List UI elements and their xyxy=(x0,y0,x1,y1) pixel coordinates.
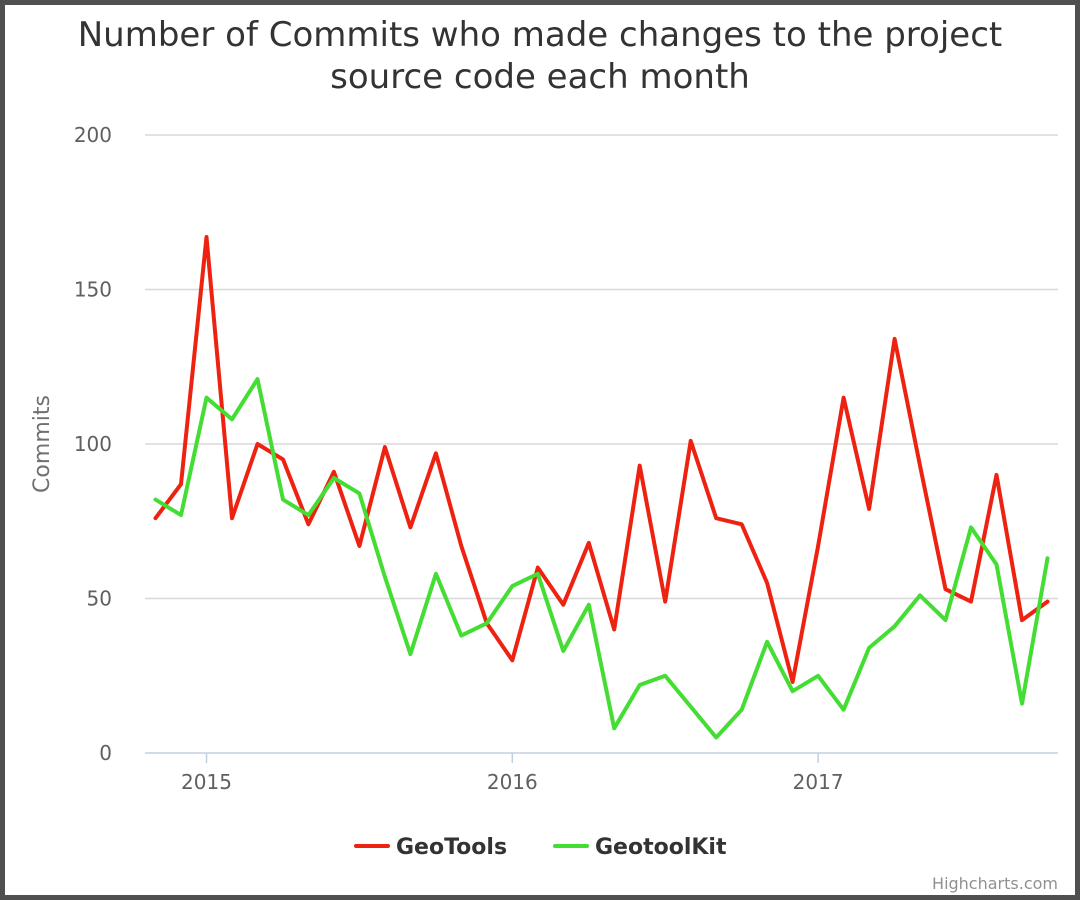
x-tick-label: 2015 xyxy=(181,770,232,794)
data-point[interactable] xyxy=(254,441,260,447)
data-point[interactable] xyxy=(892,336,898,342)
data-point[interactable] xyxy=(509,583,515,589)
data-point[interactable] xyxy=(229,416,235,422)
data-point[interactable] xyxy=(841,395,847,401)
data-point[interactable] xyxy=(331,469,337,475)
chart-title-line-1: Number of Commits who made changes to th… xyxy=(78,15,1002,55)
data-point[interactable] xyxy=(305,521,311,527)
series-line-geotoolkit[interactable] xyxy=(153,377,1050,740)
data-point[interactable] xyxy=(713,735,719,741)
y-tick-label: 50 xyxy=(87,587,112,611)
data-point[interactable] xyxy=(331,475,337,481)
data-point[interactable] xyxy=(764,580,770,586)
data-point[interactable] xyxy=(382,574,388,580)
data-point[interactable] xyxy=(713,515,719,521)
data-point[interactable] xyxy=(943,586,949,592)
x-axis: 2015 2016 2017 xyxy=(145,752,1058,794)
data-point[interactable] xyxy=(178,512,184,518)
data-point[interactable] xyxy=(407,524,413,530)
data-point[interactable] xyxy=(535,565,541,571)
data-point[interactable] xyxy=(637,463,643,469)
legend-item-geotoolkit[interactable]: GeotoolKit xyxy=(553,835,727,860)
credits-link[interactable]: Highcharts.com xyxy=(932,874,1058,893)
data-point[interactable] xyxy=(815,543,821,549)
data-point[interactable] xyxy=(204,234,210,240)
series-line-geotools[interactable] xyxy=(153,235,1050,684)
data-point[interactable] xyxy=(611,725,617,731)
x-tick-label: 2017 xyxy=(793,770,844,794)
x-tick-label: 2016 xyxy=(487,770,538,794)
data-point[interactable] xyxy=(356,490,362,496)
data-point[interactable] xyxy=(458,633,464,639)
y-axis-ticks: 0 50 100 150 200 xyxy=(74,123,112,765)
data-point[interactable] xyxy=(917,592,923,598)
data-point[interactable] xyxy=(968,599,974,605)
data-point[interactable] xyxy=(153,497,159,503)
data-point[interactable] xyxy=(535,571,541,577)
data-point[interactable] xyxy=(229,515,235,521)
legend-label-geotools: GeoTools xyxy=(396,835,507,860)
data-point[interactable] xyxy=(153,515,159,521)
data-point[interactable] xyxy=(1019,617,1025,623)
data-point[interactable] xyxy=(764,639,770,645)
data-point[interactable] xyxy=(586,602,592,608)
data-point[interactable] xyxy=(280,497,286,503)
data-point[interactable] xyxy=(433,571,439,577)
data-point[interactable] xyxy=(892,623,898,629)
y-tick-label: 100 xyxy=(74,432,112,456)
grid-lines xyxy=(145,134,1058,600)
data-point[interactable] xyxy=(637,682,643,688)
data-point[interactable] xyxy=(433,450,439,456)
y-tick-label: 150 xyxy=(74,278,112,302)
data-point[interactable] xyxy=(178,481,184,487)
data-point[interactable] xyxy=(662,673,668,679)
y-tick-label: 200 xyxy=(74,123,112,147)
legend-item-geotools[interactable]: GeoTools xyxy=(354,835,507,860)
series-points-geotools xyxy=(153,234,1051,685)
data-point[interactable] xyxy=(993,472,999,478)
y-axis-title: Commits xyxy=(30,395,55,493)
data-point[interactable] xyxy=(586,540,592,546)
data-point[interactable] xyxy=(204,395,210,401)
legend-label-geotoolkit: GeotoolKit xyxy=(595,835,727,860)
data-point[interactable] xyxy=(305,512,311,518)
data-point[interactable] xyxy=(509,657,515,663)
data-point[interactable] xyxy=(560,648,566,654)
data-point[interactable] xyxy=(1019,701,1025,707)
chart-title-line-2: source code each month xyxy=(330,57,750,97)
data-point[interactable] xyxy=(356,543,362,549)
data-point[interactable] xyxy=(866,506,872,512)
data-point[interactable] xyxy=(968,524,974,530)
data-point[interactable] xyxy=(560,602,566,608)
data-point[interactable] xyxy=(484,620,490,626)
data-point[interactable] xyxy=(662,599,668,605)
data-point[interactable] xyxy=(1044,555,1050,561)
data-point[interactable] xyxy=(739,707,745,713)
data-point[interactable] xyxy=(739,521,745,527)
data-point[interactable] xyxy=(943,617,949,623)
data-point[interactable] xyxy=(407,651,413,657)
legend: GeoTools GeotoolKit xyxy=(354,835,727,860)
data-point[interactable] xyxy=(458,543,464,549)
data-point[interactable] xyxy=(917,463,923,469)
data-point[interactable] xyxy=(1044,599,1050,605)
series-points-geotoolkit xyxy=(153,376,1051,740)
data-point[interactable] xyxy=(611,626,617,632)
data-point[interactable] xyxy=(993,562,999,568)
data-point[interactable] xyxy=(688,438,694,444)
data-point[interactable] xyxy=(841,707,847,713)
data-point[interactable] xyxy=(280,456,286,462)
series-lines xyxy=(153,234,1051,740)
data-point[interactable] xyxy=(382,444,388,450)
y-tick-label: 0 xyxy=(99,741,112,765)
data-point[interactable] xyxy=(866,645,872,651)
data-point[interactable] xyxy=(815,673,821,679)
data-point[interactable] xyxy=(790,688,796,694)
data-point[interactable] xyxy=(254,376,260,382)
data-point[interactable] xyxy=(688,704,694,710)
